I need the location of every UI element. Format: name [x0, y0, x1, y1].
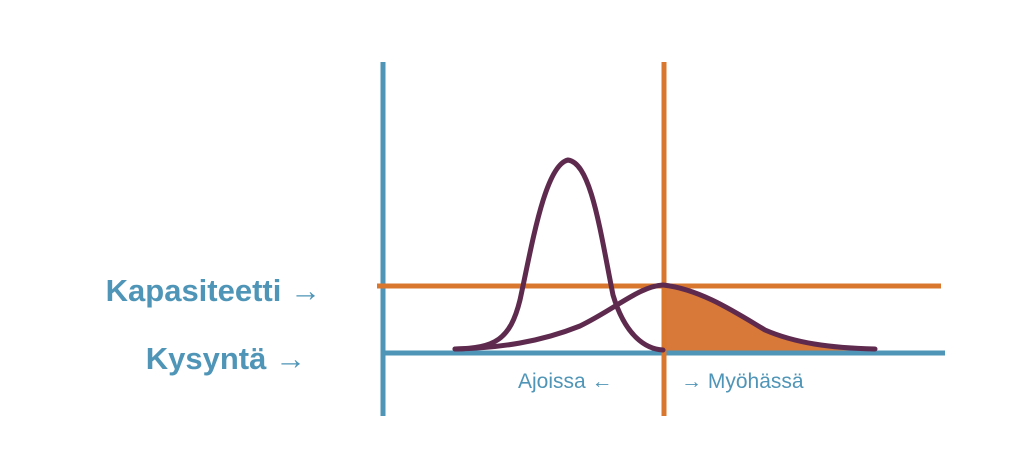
capacity-label: Kapasiteetti →: [106, 275, 321, 306]
demand-label-text: Kysyntä: [145, 341, 267, 376]
wide-distribution-curve: [452, 282, 878, 352]
arrow-left-icon: ←: [591, 370, 613, 393]
arrow-right-icon: →: [681, 370, 702, 393]
late-label-text: Myöhässä: [707, 370, 804, 393]
late-label: → Myöhässä: [681, 371, 804, 392]
on-time-label-text: Ajoissa: [518, 370, 586, 393]
capacity-label-text: Kapasiteetti: [105, 273, 282, 308]
on-time-label: Ajoissa ←: [518, 371, 613, 392]
arrow-right-icon: →: [290, 273, 321, 308]
narrow-distribution-curve: [452, 157, 666, 353]
arrow-right-icon: →: [275, 341, 306, 376]
late-area-fill: [663, 285, 875, 352]
demand-label: Kysyntä →: [146, 343, 306, 374]
